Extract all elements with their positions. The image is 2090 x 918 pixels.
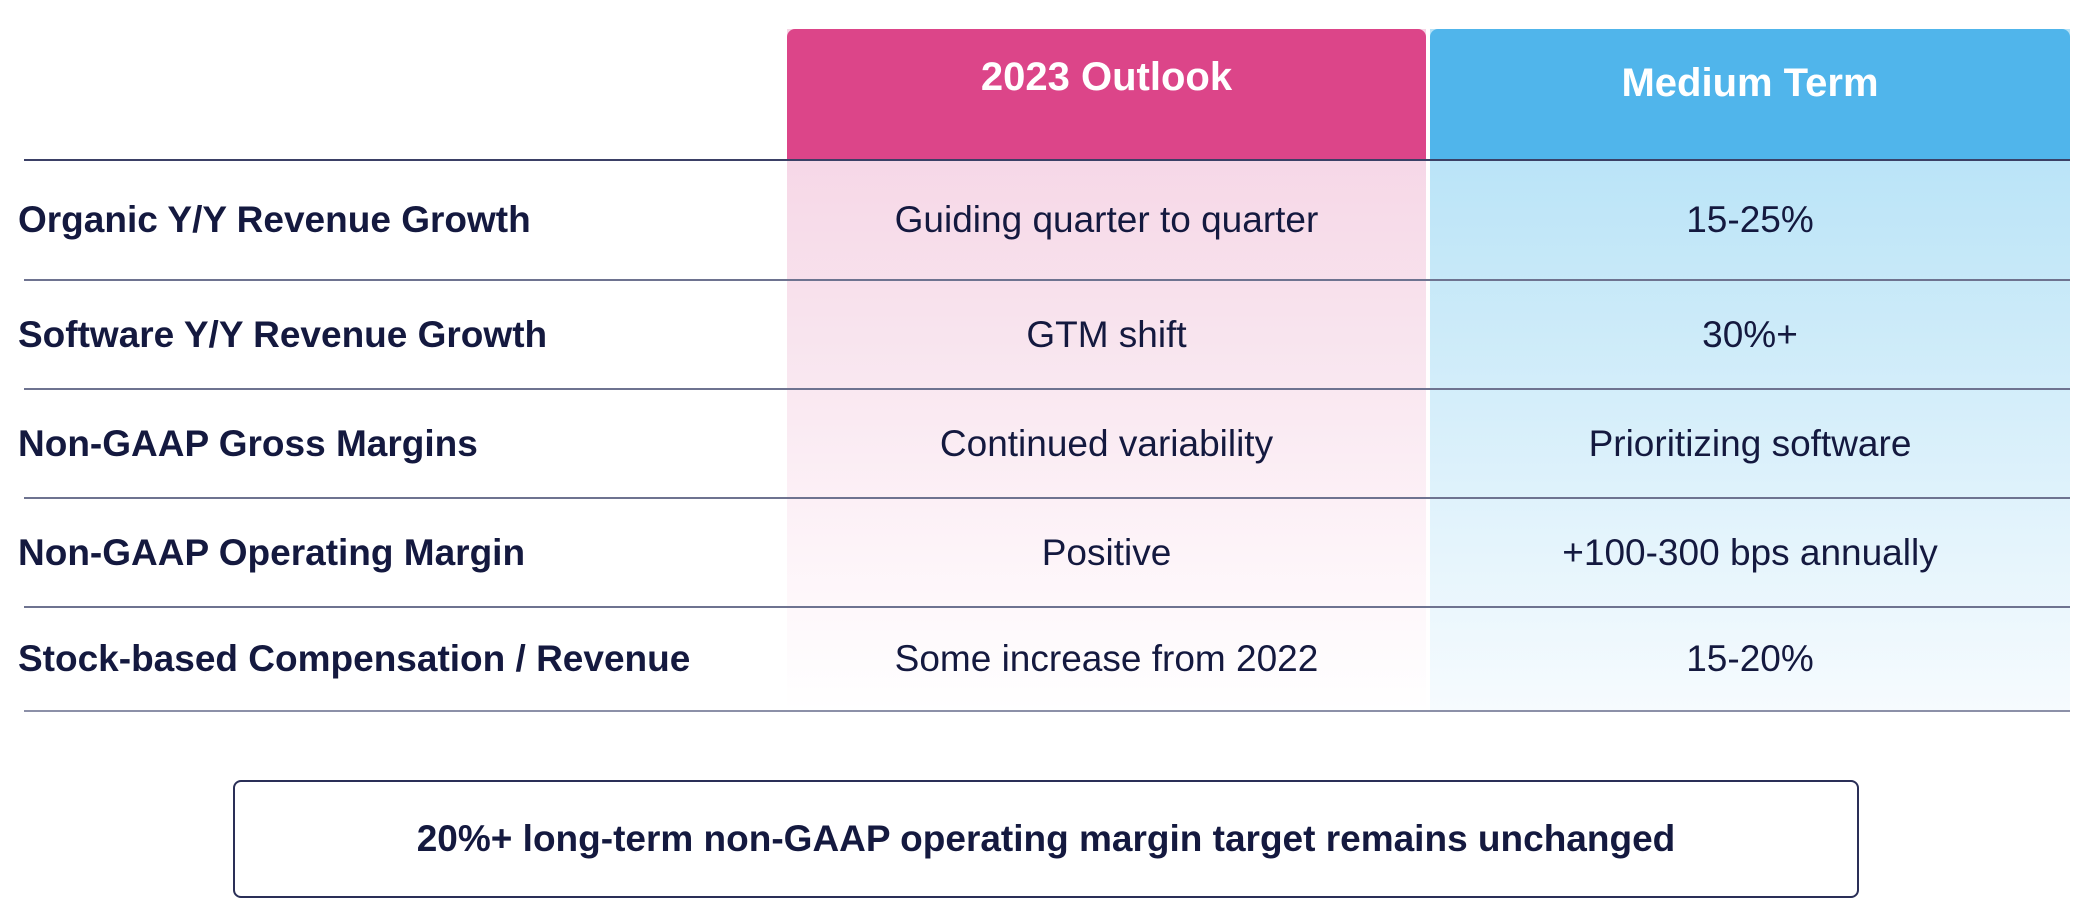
medium-term-value: +100-300 bps annually <box>1562 531 1938 573</box>
table-divider <box>24 279 2070 281</box>
footer-callout-text: 20%+ long-term non-GAAP operating margin… <box>416 818 1676 859</box>
row-label: Non-GAAP Gross Margins <box>18 422 478 464</box>
outlook-value: Guiding quarter to quarter <box>894 199 1319 240</box>
header-outlook-label: 2023 Outlook <box>980 55 1233 99</box>
table-divider-bottom <box>24 710 2070 712</box>
table-row: Software Y/Y Revenue Growth GTM shift 30… <box>0 281 2090 388</box>
medium-term-value: Prioritizing software <box>1588 422 1912 464</box>
table-divider <box>24 388 2070 390</box>
row-label: Stock-based Compensation / Revenue <box>18 638 691 679</box>
table-row: Non-GAAP Operating Margin Positive +100-… <box>0 499 2090 606</box>
footer-callout-box: 20%+ long-term non-GAAP operating margin… <box>233 780 1859 898</box>
outlook-value: GTM shift <box>1026 313 1187 355</box>
medium-term-value: 15-25% <box>1686 199 1814 240</box>
row-label: Non-GAAP Operating Margin <box>18 531 526 573</box>
header-medium-term: Medium Term <box>1430 29 2070 160</box>
table-row: Stock-based Compensation / Revenue Some … <box>0 608 2090 710</box>
table-divider <box>24 606 2070 608</box>
table-divider-top <box>24 159 2070 161</box>
row-label: Organic Y/Y Revenue Growth <box>18 199 531 240</box>
table-divider <box>24 497 2070 499</box>
table-row: Organic Y/Y Revenue Growth Guiding quart… <box>0 161 2090 279</box>
outlook-value: Positive <box>1041 531 1172 573</box>
medium-term-value: 30%+ <box>1702 313 1798 355</box>
outlook-value: Some increase from 2022 <box>894 638 1319 679</box>
header-2023-outlook: 2023 Outlook <box>787 29 1426 160</box>
medium-term-value: 15-20% <box>1686 638 1814 679</box>
header-medium-label: Medium Term <box>1621 61 1879 105</box>
row-label: Software Y/Y Revenue Growth <box>18 313 548 355</box>
outlook-value: Continued variability <box>939 422 1274 464</box>
table-row: Non-GAAP Gross Margins Continued variabi… <box>0 390 2090 497</box>
